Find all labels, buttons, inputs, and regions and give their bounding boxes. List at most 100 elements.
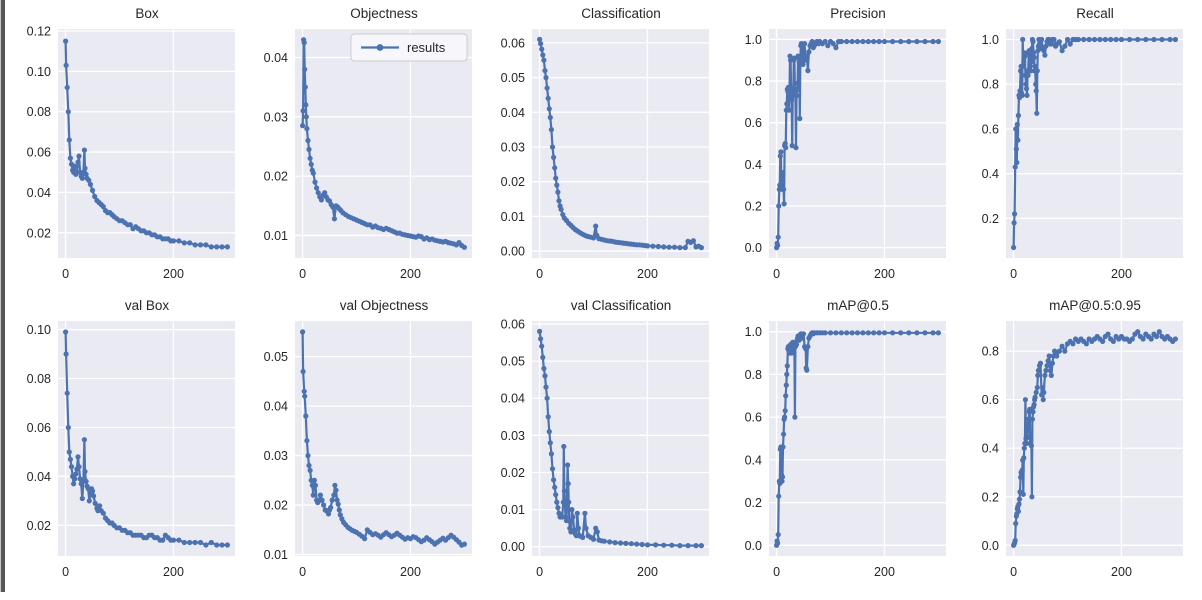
svg-text:0.02: 0.02: [27, 226, 51, 240]
svg-text:0.06: 0.06: [27, 146, 51, 160]
legend-marker-icon: [376, 44, 384, 51]
svg-text:0.01: 0.01: [501, 210, 525, 224]
svg-text:0.03: 0.03: [501, 140, 525, 154]
svg-text:0.6: 0.6: [745, 411, 762, 425]
svg-text:0.0: 0.0: [982, 539, 999, 553]
svg-text:0.2: 0.2: [745, 496, 762, 510]
legend: results: [350, 33, 468, 62]
subplot-title: Precision: [830, 6, 886, 21]
map05-plot: 0.0 0.2 0.4 0.6 0.8 1.0 0 200: [745, 321, 946, 579]
window-border-left: [0, 0, 6, 592]
svg-text:0.2: 0.2: [982, 212, 999, 226]
svg-text:0.04: 0.04: [27, 470, 51, 484]
svg-text:0: 0: [536, 267, 543, 281]
svg-text:0: 0: [1010, 565, 1017, 579]
svg-text:0.04: 0.04: [501, 106, 525, 120]
svg-text:200: 200: [1111, 267, 1132, 281]
box-loss-plot: 0.02 0.04 0.06 0.08 0.10 0.12 0 200: [27, 25, 235, 281]
subplot-title: Recall: [1076, 6, 1114, 21]
svg-text:0: 0: [773, 267, 780, 281]
svg-text:0.08: 0.08: [27, 372, 51, 386]
svg-text:0.12: 0.12: [27, 25, 51, 39]
subplot-objectness: Objectness 0.01 0.02 0.03 0.04 0 200 results: [245, 2, 482, 294]
svg-text:0.8: 0.8: [982, 78, 999, 92]
svg-text:0.05: 0.05: [501, 355, 525, 369]
val-classification-loss-plot: 0.00 0.01 0.02 0.03 0.04 0.05 0.06 0 200: [501, 317, 709, 579]
subplot-box: Box 0.02 0.04 0.06 0.08 0.10 0.12 0 200: [8, 2, 245, 294]
svg-text:0: 0: [536, 565, 543, 579]
svg-text:0.05: 0.05: [501, 71, 525, 85]
svg-text:200: 200: [163, 565, 184, 579]
svg-text:0.03: 0.03: [264, 110, 288, 124]
map05-095-plot: 0.0 0.2 0.4 0.6 0.8 0 200: [982, 321, 1183, 579]
objectness-loss-plot: 0.01 0.02 0.03 0.04 0 200 results: [264, 29, 472, 281]
recall-plot: 0.2 0.4 0.6 0.8 1.0 0 200: [982, 29, 1183, 281]
svg-text:200: 200: [637, 565, 658, 579]
svg-text:0.02: 0.02: [27, 519, 51, 533]
subplot-title: val Objectness: [339, 298, 429, 313]
subplot-map05: mAP@0.5 0.0 0.2 0.4 0.6 0.8 1.0 0 200: [719, 294, 956, 594]
svg-text:200: 200: [1111, 565, 1132, 579]
svg-text:0.04: 0.04: [264, 400, 288, 414]
svg-text:0.0: 0.0: [745, 241, 762, 255]
legend-label: results: [407, 40, 446, 55]
svg-text:0.06: 0.06: [501, 36, 525, 50]
svg-text:0.2: 0.2: [982, 490, 999, 504]
classification-loss-plot: 0.00 0.01 0.02 0.03 0.04 0.05 0.06 0 200: [501, 29, 709, 281]
svg-text:0: 0: [773, 565, 780, 579]
svg-text:0.2: 0.2: [745, 199, 762, 213]
svg-text:200: 200: [874, 267, 895, 281]
svg-text:0.0: 0.0: [745, 539, 762, 553]
svg-text:0.10: 0.10: [27, 65, 51, 79]
svg-text:0.6: 0.6: [982, 393, 999, 407]
svg-text:0.02: 0.02: [501, 175, 525, 189]
svg-text:0: 0: [1010, 267, 1017, 281]
svg-text:0.08: 0.08: [27, 105, 51, 119]
svg-text:0.02: 0.02: [501, 466, 525, 480]
results-figure: Box 0.02 0.04 0.06 0.08 0.10 0.12 0 200 Objectn…: [8, 2, 1198, 598]
svg-text:0.4: 0.4: [745, 158, 762, 172]
svg-text:0.8: 0.8: [745, 75, 762, 89]
svg-text:200: 200: [637, 267, 658, 281]
svg-text:0.8: 0.8: [745, 368, 762, 382]
svg-text:0.00: 0.00: [501, 540, 525, 554]
svg-text:0.6: 0.6: [982, 122, 999, 136]
svg-text:0.01: 0.01: [501, 503, 525, 517]
svg-text:0.01: 0.01: [264, 548, 288, 562]
subplot-recall: Recall 0.2 0.4 0.6 0.8 1.0 0 200: [956, 2, 1193, 294]
svg-text:0: 0: [299, 267, 306, 281]
svg-text:0.4: 0.4: [982, 442, 999, 456]
svg-text:0.10: 0.10: [27, 323, 51, 337]
svg-text:0.4: 0.4: [745, 453, 762, 467]
svg-text:0.04: 0.04: [27, 186, 51, 200]
subplot-val-box: val Box 0.02 0.04 0.06 0.08 0.10 0 200: [8, 294, 245, 594]
val-objectness-loss-plot: 0.01 0.02 0.03 0.04 0.05 0 200: [264, 321, 472, 579]
subplot-title: val Box: [124, 298, 170, 313]
svg-text:200: 200: [400, 565, 421, 579]
subplot-map05-095: mAP@0.5:0.95 0.0 0.2 0.4 0.6 0.8 0 200: [956, 294, 1193, 594]
svg-text:1.0: 1.0: [745, 33, 762, 47]
subplot-precision: Precision 0.0 0.2 0.4 0.6 0.8 1.0 0 200: [719, 2, 956, 294]
svg-text:1.0: 1.0: [982, 33, 999, 47]
svg-text:0.4: 0.4: [982, 167, 999, 181]
subplot-title: mAP@0.5: [827, 298, 889, 313]
val-box-loss-plot: 0.02 0.04 0.06 0.08 0.10 0 200: [27, 321, 235, 579]
subplot-title: Box: [135, 6, 159, 21]
svg-text:0: 0: [299, 565, 306, 579]
svg-text:200: 200: [163, 267, 184, 281]
svg-text:0.8: 0.8: [982, 345, 999, 359]
subplot-title: Classification: [581, 6, 661, 21]
svg-text:0.02: 0.02: [264, 170, 288, 184]
subplot-val-objectness: val Objectness 0.01 0.02 0.03 0.04 0.05 0 200: [245, 294, 482, 594]
subplot-title: Objectness: [350, 6, 418, 21]
svg-text:0.05: 0.05: [264, 350, 288, 364]
subplot-classification: Classification 0.00 0.01 0.02 0.03 0.04 0.05 0…: [482, 2, 719, 294]
svg-text:0.01: 0.01: [264, 229, 288, 243]
svg-text:0.02: 0.02: [264, 499, 288, 513]
svg-text:0: 0: [62, 267, 69, 281]
precision-plot: 0.0 0.2 0.4 0.6 0.8 1.0 0 200: [745, 29, 946, 281]
svg-text:0.6: 0.6: [745, 116, 762, 130]
svg-text:0.04: 0.04: [501, 392, 525, 406]
svg-text:0.03: 0.03: [264, 449, 288, 463]
svg-text:0: 0: [62, 565, 69, 579]
